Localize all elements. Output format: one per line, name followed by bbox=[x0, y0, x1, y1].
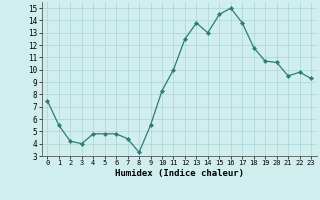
X-axis label: Humidex (Indice chaleur): Humidex (Indice chaleur) bbox=[115, 169, 244, 178]
